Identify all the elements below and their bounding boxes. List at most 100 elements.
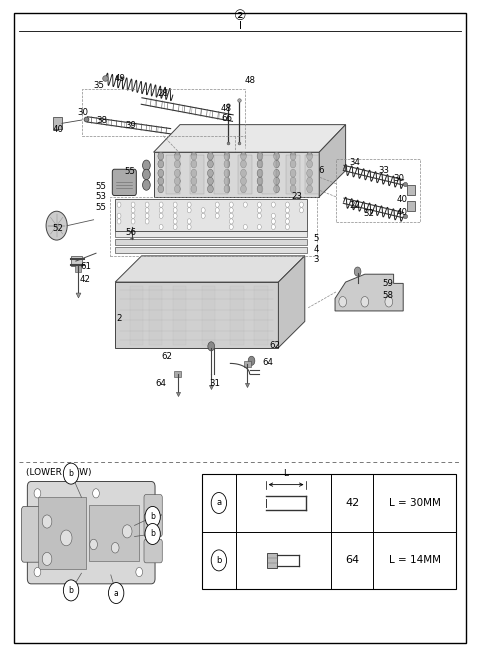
Circle shape [201, 202, 205, 207]
Circle shape [174, 177, 180, 185]
Circle shape [207, 177, 213, 185]
Circle shape [248, 356, 255, 365]
FancyBboxPatch shape [144, 513, 162, 537]
Circle shape [257, 169, 263, 177]
Circle shape [174, 160, 180, 168]
Bar [305, 155, 319, 194]
Circle shape [385, 297, 393, 307]
Circle shape [117, 224, 121, 230]
Bar [115, 239, 307, 245]
Circle shape [257, 177, 263, 185]
Circle shape [158, 160, 164, 168]
Text: L: L [284, 469, 288, 478]
Circle shape [272, 219, 276, 224]
Circle shape [224, 152, 230, 160]
Circle shape [131, 224, 135, 230]
Circle shape [272, 224, 276, 230]
Circle shape [158, 169, 164, 177]
Circle shape [191, 177, 197, 185]
Bar [407, 185, 415, 195]
Circle shape [290, 177, 296, 185]
FancyBboxPatch shape [112, 169, 136, 195]
Circle shape [257, 219, 261, 224]
Circle shape [300, 207, 303, 213]
Circle shape [201, 213, 205, 218]
Text: 40: 40 [52, 125, 63, 134]
Circle shape [307, 177, 312, 185]
Circle shape [42, 515, 52, 528]
Circle shape [201, 207, 205, 213]
Circle shape [274, 185, 279, 193]
Text: 6: 6 [318, 166, 324, 175]
Text: 49: 49 [115, 74, 125, 83]
Circle shape [187, 213, 191, 218]
Text: 55: 55 [96, 182, 106, 191]
Circle shape [224, 160, 230, 168]
Circle shape [108, 583, 124, 604]
Bar [53, 117, 62, 129]
Text: 3: 3 [313, 255, 319, 264]
Circle shape [274, 160, 279, 168]
Circle shape [207, 185, 213, 193]
Text: L = 14MM: L = 14MM [389, 556, 441, 565]
Text: 48: 48 [244, 75, 255, 85]
Text: 30: 30 [77, 108, 88, 117]
Circle shape [34, 567, 41, 577]
Circle shape [117, 213, 121, 218]
Text: a: a [114, 588, 119, 598]
Circle shape [290, 169, 296, 177]
Circle shape [229, 207, 233, 213]
Circle shape [354, 267, 361, 276]
Text: 64: 64 [345, 556, 360, 565]
Circle shape [211, 550, 227, 571]
Circle shape [257, 207, 261, 213]
Circle shape [187, 219, 191, 224]
Circle shape [240, 177, 246, 185]
Text: 22: 22 [350, 201, 360, 211]
Circle shape [257, 152, 263, 160]
Circle shape [90, 539, 97, 550]
Text: 42: 42 [345, 498, 360, 508]
Circle shape [130, 238, 134, 245]
Text: 33: 33 [379, 166, 389, 175]
Circle shape [257, 224, 261, 230]
Circle shape [229, 213, 233, 218]
Bar [89, 505, 139, 561]
Circle shape [34, 489, 41, 498]
Text: 61: 61 [80, 262, 91, 271]
Circle shape [143, 180, 150, 190]
Circle shape [272, 202, 276, 207]
Circle shape [174, 152, 180, 160]
Text: 53: 53 [96, 192, 106, 201]
Text: (LOWER VIEW): (LOWER VIEW) [26, 468, 92, 477]
Circle shape [117, 219, 121, 224]
Circle shape [173, 219, 177, 224]
Text: 23: 23 [291, 192, 302, 201]
Text: 31: 31 [210, 379, 220, 388]
Bar [254, 286, 268, 345]
Circle shape [307, 152, 312, 160]
Circle shape [143, 169, 150, 180]
Circle shape [173, 213, 177, 218]
Circle shape [131, 202, 135, 207]
Circle shape [93, 489, 99, 498]
Text: 28: 28 [158, 89, 168, 98]
Circle shape [158, 177, 164, 185]
Circle shape [286, 213, 289, 218]
Bar [267, 553, 276, 567]
Circle shape [187, 224, 191, 230]
Bar [130, 286, 143, 345]
Bar [130, 223, 134, 228]
Text: 42: 42 [80, 275, 91, 284]
Polygon shape [115, 256, 305, 282]
Text: 55: 55 [96, 203, 106, 212]
Circle shape [111, 543, 119, 553]
Circle shape [307, 169, 312, 177]
Text: 32: 32 [363, 209, 374, 218]
Text: 30: 30 [393, 174, 404, 183]
Text: 4: 4 [313, 245, 319, 254]
Circle shape [187, 202, 191, 207]
Polygon shape [154, 125, 346, 152]
Circle shape [257, 213, 261, 218]
FancyBboxPatch shape [144, 539, 162, 563]
